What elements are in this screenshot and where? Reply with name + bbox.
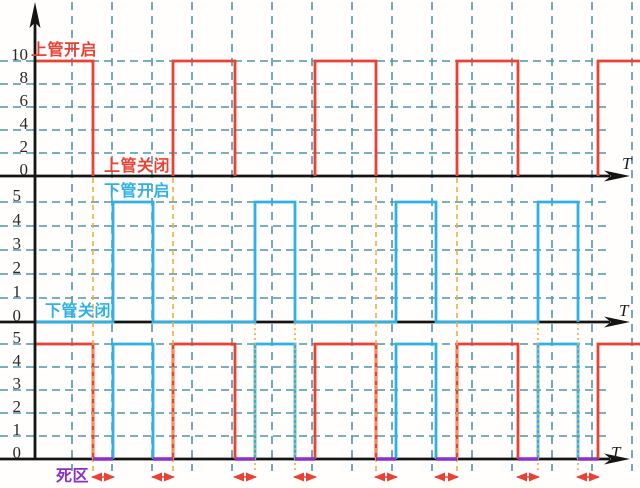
dead-zone-arrow-right-icon — [306, 472, 317, 482]
tick-label: 0 — [12, 443, 22, 462]
upper-gate-waveform — [36, 59, 640, 176]
tick-label: 4 — [19, 114, 29, 133]
x-axis-arrow-icon — [604, 170, 630, 182]
tick-label: 3 — [12, 234, 22, 253]
tick-label: 8 — [19, 68, 29, 87]
dead-zone-arrow-right-icon — [589, 472, 600, 482]
x-axis-t-label: T — [619, 301, 629, 320]
dead-zone-arrow-right-icon — [104, 472, 115, 482]
lower-gate-plot-annotation: 下管开启 — [104, 183, 171, 200]
tick-label: 2 — [12, 258, 22, 277]
tick-label: 2 — [12, 397, 22, 416]
dead-zone-arrow-left-icon — [374, 472, 385, 482]
dead-zone-arrow-left-icon — [434, 472, 445, 482]
lower-gate-waveform — [36, 200, 580, 324]
dead-zone-arrow-left-icon — [151, 472, 162, 482]
dead-zone-arrow-right-icon — [529, 472, 540, 482]
tick-label: 2 — [19, 137, 29, 156]
tick-label: 4 — [12, 210, 22, 229]
tick-label: 4 — [12, 351, 22, 370]
upper-gate-waveform — [36, 342, 640, 459]
upper-gate-plot-annotation: 上管开启 — [31, 42, 98, 59]
tick-label: 1 — [12, 420, 22, 439]
tick-label: 5 — [12, 328, 22, 347]
dead-zone-arrow-right-icon — [387, 472, 398, 482]
dead-zone-arrow-left-icon — [576, 472, 587, 482]
tick-label: 3 — [12, 374, 22, 393]
lower-gate-waveform — [111, 342, 580, 459]
tick-label: 0 — [19, 160, 29, 179]
x-axis-arrow-icon — [604, 316, 630, 328]
dead-zone-arrow-right-icon — [246, 472, 257, 482]
x-axis-t-label: T — [622, 154, 632, 173]
tick-label: 0 — [12, 306, 22, 325]
tick-label: 6 — [19, 91, 29, 110]
dead-zone-arrow-right-icon — [448, 472, 459, 482]
tick-label: 10 — [11, 45, 28, 64]
dead-zone-arrow-left-icon — [516, 472, 527, 482]
dead-zone-arrow-left-icon — [91, 472, 102, 482]
upper-gate-plot-annotation: 上管关闭 — [104, 158, 171, 175]
dead-zone-arrow-right-icon — [164, 472, 175, 482]
x-axis-arrow-icon — [604, 453, 630, 465]
y-axis-arrow-icon — [29, 2, 41, 28]
dead-zone-arrow-left-icon — [233, 472, 244, 482]
dead-zone-arrow-left-icon — [293, 472, 304, 482]
tick-label: 5 — [12, 186, 22, 205]
lower-gate-plot-annotation: 下管关闭 — [45, 303, 112, 320]
x-axis-t-label: T — [611, 443, 621, 462]
dead-zone-label: 死区 — [56, 468, 90, 485]
tick-label: 1 — [12, 282, 22, 301]
